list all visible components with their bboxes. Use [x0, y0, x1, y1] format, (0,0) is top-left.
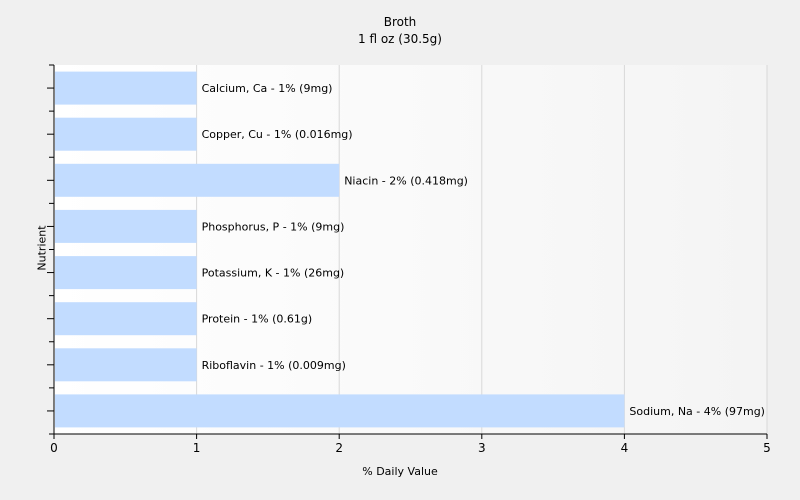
x-tick-label: 5	[763, 441, 771, 455]
data-label: Phosphorus, P - 1% (9mg)	[202, 220, 345, 233]
x-tick-label: 0	[50, 441, 58, 455]
bar	[55, 209, 197, 243]
x-tick-label: 2	[335, 441, 343, 455]
data-label: Riboflavin - 1% (0.009mg)	[202, 359, 346, 372]
data-label: Calcium, Ca - 1% (9mg)	[202, 82, 333, 95]
data-label: Copper, Cu - 1% (0.016mg)	[202, 128, 353, 141]
bar	[55, 394, 625, 428]
bar	[55, 71, 197, 105]
x-tick-label: 3	[478, 441, 486, 455]
chart-subtitle: 1 fl oz (30.5g)	[358, 32, 442, 46]
data-label: Protein - 1% (0.61g)	[202, 313, 313, 326]
x-tick-label: 4	[621, 441, 629, 455]
x-axis-label: % Daily Value	[362, 465, 438, 478]
bar	[55, 302, 197, 336]
bar	[55, 256, 197, 290]
chart-title: Broth	[383, 15, 417, 29]
y-axis-label: Nutrient	[35, 225, 49, 271]
data-label: Niacin - 2% (0.418mg)	[344, 174, 468, 187]
data-label: Sodium, Na - 4% (97mg)	[629, 405, 765, 418]
bar	[55, 117, 197, 151]
x-tick-label: 1	[193, 441, 201, 455]
bar	[55, 163, 340, 197]
data-label: Potassium, K - 1% (26mg)	[202, 267, 345, 280]
bar	[55, 348, 197, 382]
